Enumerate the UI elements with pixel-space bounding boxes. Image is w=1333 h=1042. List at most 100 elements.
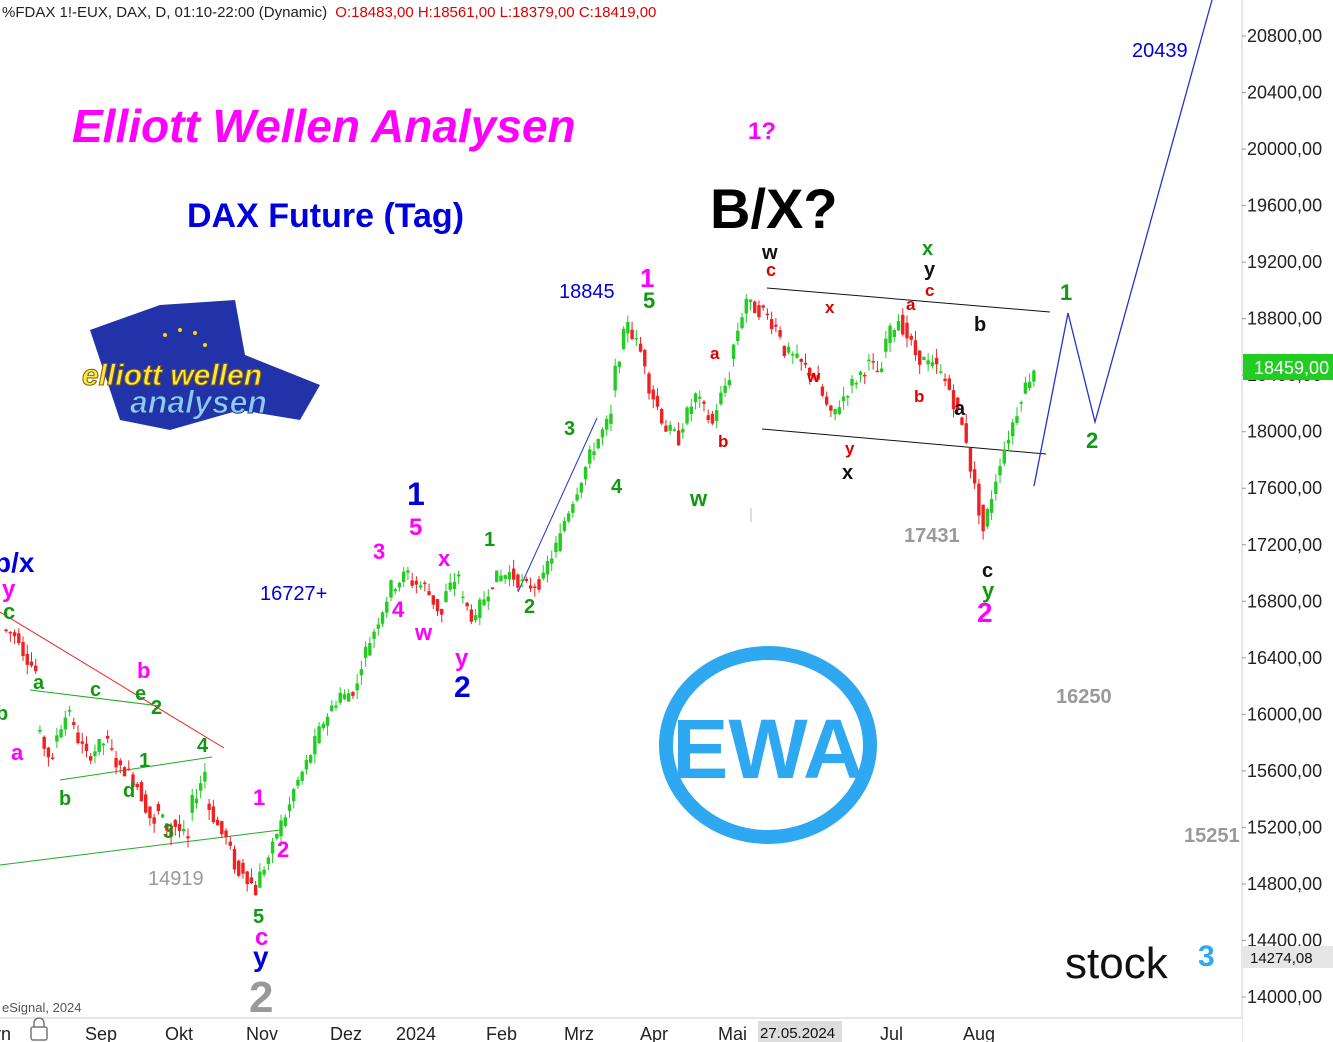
candle-up[interactable] [283,817,287,827]
candle-up[interactable] [554,542,558,553]
candle-up[interactable] [93,751,97,757]
green-long-trendline[interactable] [0,829,281,866]
candle-down[interactable] [12,632,17,637]
candle-up[interactable] [406,570,410,573]
candle-down[interactable] [469,609,474,622]
candle-down[interactable] [968,447,973,472]
candle-up[interactable] [858,371,863,375]
candle-down[interactable] [516,574,520,588]
candle-down[interactable] [972,469,977,484]
candle-up[interactable] [850,378,854,386]
candle-up[interactable] [621,328,626,350]
candle-down[interactable] [964,423,968,443]
candle-up[interactable] [723,385,727,393]
candle-up[interactable] [342,694,347,700]
candle-up[interactable] [617,361,622,367]
channel-upper-line[interactable] [766,287,1051,313]
candle-up[interactable] [562,520,567,531]
candle-up[interactable] [566,513,571,522]
candle-up[interactable] [63,717,68,730]
candle-up[interactable] [681,428,685,433]
candle-up[interactable] [397,582,402,588]
candle-up[interactable] [461,596,465,599]
candle-up[interactable] [486,596,490,602]
candle-up[interactable] [363,646,368,658]
candle-down[interactable] [72,722,76,725]
candle-up[interactable] [888,325,892,343]
plot-area[interactable] [0,0,1242,1018]
candle-down[interactable] [237,860,241,876]
candle-up[interactable] [685,407,689,424]
candle-down[interactable] [177,824,182,831]
candle-up[interactable] [380,612,385,624]
candle-up[interactable] [270,841,275,854]
candle-up[interactable] [791,354,795,356]
candle-down[interactable] [829,405,833,411]
candle-down[interactable] [431,595,435,605]
candle-up[interactable] [854,382,858,385]
candle-down[interactable] [435,599,440,612]
candle-down[interactable] [820,386,825,396]
candle-up[interactable] [605,418,609,430]
candle-up[interactable] [258,871,262,888]
candle-down[interactable] [21,641,25,657]
candle-up[interactable] [67,710,72,712]
candle-up[interactable] [266,857,271,864]
candle-down[interactable] [824,396,829,405]
candle-down[interactable] [110,748,114,750]
candle-up[interactable] [198,783,203,791]
candle-down[interactable] [186,836,190,839]
candle-down[interactable] [651,389,655,400]
candle-up[interactable] [626,322,630,334]
candle-down[interactable] [537,579,541,590]
candle-down[interactable] [757,305,761,318]
candle-up[interactable] [482,599,486,606]
candle-down[interactable] [135,784,139,788]
candle-up[interactable] [38,729,42,732]
candle-up[interactable] [347,693,351,702]
candle-up[interactable] [368,643,372,656]
candle-up[interactable] [541,572,545,579]
candle-up[interactable] [296,779,300,786]
candle-up[interactable] [279,820,283,837]
candle-up[interactable] [693,393,698,403]
candle-up[interactable] [575,494,579,501]
candle-up[interactable] [203,771,207,782]
candle-up[interactable] [719,392,723,405]
candle-down[interactable] [765,313,770,316]
candle-up[interactable] [1011,422,1015,437]
candle-up[interactable] [672,429,677,431]
candle-up[interactable] [452,581,457,590]
candle-down[interactable] [647,373,651,394]
candle-down[interactable] [118,760,123,766]
candle-up[interactable] [376,624,381,629]
candle-up[interactable] [325,716,330,726]
green-trendline-lower[interactable] [59,756,213,781]
candle-down[interactable] [173,820,177,827]
candle-up[interactable] [989,498,994,513]
candle-down[interactable] [8,631,13,634]
candle-up[interactable] [994,481,998,495]
candle-up[interactable] [393,589,397,592]
price-axis-panel[interactable] [1242,0,1333,1042]
candle-down[interactable] [249,877,254,884]
candle-up[interactable] [740,317,744,329]
candle-down[interactable] [34,665,38,672]
candle-down[interactable] [224,830,228,838]
candle-down[interactable] [816,375,820,380]
candle-down[interactable] [139,782,144,802]
channel-lower-line[interactable] [761,428,1047,455]
candle-down[interactable] [977,483,981,516]
candle-up[interactable] [600,429,605,438]
candle-up[interactable] [892,330,897,338]
candle-up[interactable] [313,736,317,755]
candle-up[interactable] [190,795,194,813]
trend-lines[interactable] [0,0,1213,866]
candle-up[interactable] [571,504,575,513]
candle-up[interactable] [583,466,588,480]
candle-up[interactable] [609,413,613,424]
candle-up[interactable] [330,705,334,712]
candle-up[interactable] [444,591,448,602]
candle-up[interactable] [744,298,748,314]
